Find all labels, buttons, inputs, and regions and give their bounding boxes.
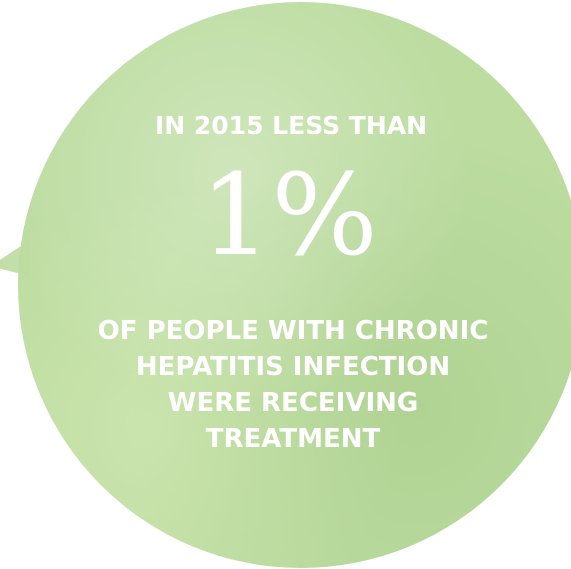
stat-figure: 1% bbox=[200, 151, 378, 281]
stat-tail-line: WERE RECEIVING bbox=[167, 388, 419, 418]
green-watercolor-circle bbox=[18, 2, 571, 568]
stat-lead-text: IN 2015 LESS THAN bbox=[154, 111, 428, 140]
stat-text-block: IN 2015 LESS THAN 1% OF PEOPLE WITH CHRO… bbox=[18, 0, 571, 569]
stat-tail-text: OF PEOPLE WITH CHRONIC HEPATITIS INFECTI… bbox=[10, 313, 571, 457]
stat-tail-line: TREATMENT bbox=[205, 424, 381, 454]
stat-tail-line: OF PEOPLE WITH CHRONIC bbox=[97, 316, 489, 346]
stat-tail-line: HEPATITIS INFECTION bbox=[135, 352, 451, 382]
